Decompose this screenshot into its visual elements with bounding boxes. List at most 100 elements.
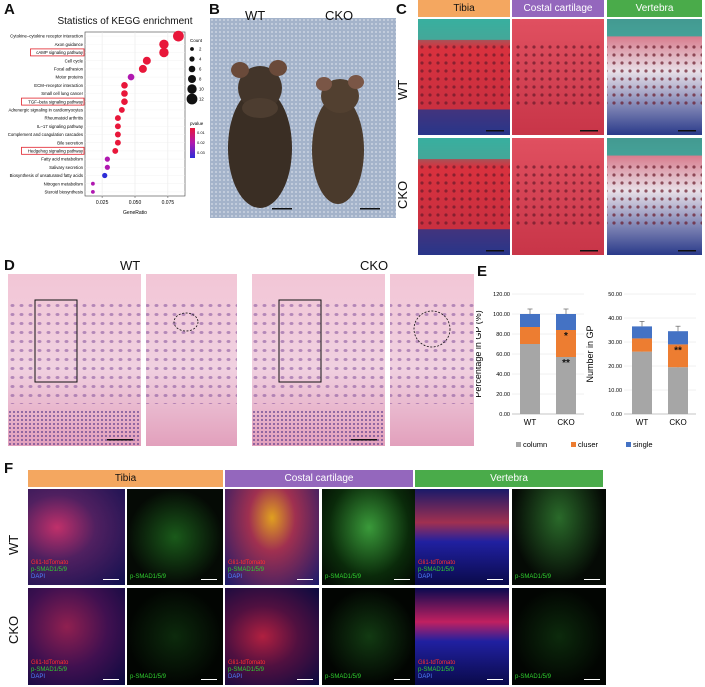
kegg-dot — [138, 64, 147, 73]
bar-segment — [520, 314, 540, 327]
bar-legend-swatch — [626, 442, 631, 447]
he-label-wt: WT — [120, 258, 141, 273]
panel-label-a: A — [4, 1, 15, 18]
kegg-dot — [121, 82, 128, 89]
kegg-dot — [112, 147, 119, 154]
bar-segment — [556, 330, 576, 357]
saf-o-cell-layer — [512, 42, 604, 106]
saf-o-cell-layer — [418, 42, 510, 106]
bar-segment — [556, 314, 576, 330]
kegg-legend-count-title: Count — [190, 38, 203, 43]
kegg-dot — [114, 131, 121, 138]
bar-segment — [520, 327, 540, 344]
he-scale-bar — [351, 439, 377, 441]
kegg-pathway-label: Small cell lung cancer — [41, 91, 83, 96]
kegg-p-legend-label: 0.01 — [197, 130, 206, 135]
if-channel-labels: p-SMAD1/5/9 — [130, 674, 166, 681]
kegg-dot — [118, 106, 125, 113]
if-merge-image: Gli1-tdTomato p-SMAD1/5/9 DAPI — [225, 588, 319, 685]
if-channel-label: p-SMAD1/5/9 — [130, 574, 167, 580]
saf-o-scale-bar — [486, 130, 504, 132]
saf-o-fast-green-layer — [418, 138, 510, 160]
kegg-dot — [104, 156, 110, 162]
saf-o-image-grid — [418, 19, 702, 255]
if-channel-label: p-SMAD1/5/9 — [325, 574, 362, 580]
if-merge-image: Gli1-tdTomato p-SMAD1/5/9 DAPI — [415, 489, 509, 585]
kegg-dot — [173, 30, 184, 42]
if-channel-label: p-SMAD1/5/9 — [418, 667, 455, 673]
if-channel-labels: p-SMAD1/5/9 — [130, 574, 166, 581]
he-cell-layer — [252, 304, 385, 404]
panel-label-e: E — [477, 263, 488, 280]
bar-ylabel: Number in GP — [585, 325, 595, 382]
kegg-pathway-label: TGF–beta signaling pathway — [28, 99, 84, 104]
saf-o-fast-green-layer — [607, 138, 702, 156]
if-scale-bar — [487, 678, 503, 680]
saf-o-scale-bar — [678, 250, 696, 252]
kegg-pathway-label: Nitrogen metabolism — [44, 181, 84, 186]
kegg-pathway-label: IL–17 signaling pathway — [37, 124, 84, 129]
row-label-f-wt: WT — [6, 534, 21, 556]
he-cell-outline — [413, 310, 451, 348]
bar-ytick-label: 20.00 — [496, 392, 510, 398]
bar-ytick-label: 80.00 — [496, 332, 510, 338]
kegg-dot — [102, 172, 108, 179]
panel-label-d: D — [4, 257, 15, 274]
panel-label-f: F — [4, 460, 14, 477]
kegg-pathway-label: Rheumatoid arthritis — [45, 116, 83, 121]
if-channel-labels: p-SMAD1/5/9 — [515, 574, 551, 581]
bar-legend-swatch — [571, 442, 576, 447]
row-label-f-cko: CKO — [6, 615, 21, 645]
if-scale-bar — [394, 578, 410, 580]
kegg-count-legend-label: 6 — [199, 67, 202, 72]
if-merge-image: Gli1-tdTomato p-SMAD1/5/9 DAPI — [28, 588, 125, 685]
kegg-pathway-label: Bile secretion — [57, 140, 83, 145]
if-channel-labels: Gli1-tdTomato p-SMAD1/5/9 DAPI — [418, 660, 455, 681]
kegg-highlight-box — [21, 146, 85, 155]
kegg-dot — [159, 39, 169, 49]
if-scale-bar — [394, 678, 410, 680]
if-scale-bar — [584, 678, 600, 680]
bar-segment — [556, 357, 576, 414]
kegg-legend-p-title: pvalue — [190, 121, 204, 126]
bar-ylabel: Percentage in GP (%) — [476, 310, 483, 397]
bar-segment — [632, 326, 652, 339]
bar-segment — [668, 344, 688, 368]
bar-segment — [668, 367, 688, 414]
kegg-dot — [90, 190, 95, 194]
kegg-dot — [104, 164, 110, 170]
if-merge-image: Gli1-tdTomato p-SMAD1/5/9 DAPI — [415, 588, 509, 685]
kegg-count-legend-dot — [190, 47, 194, 51]
bar-ytick-label: 60.00 — [496, 352, 510, 358]
if-green-channel-image: p-SMAD1/5/9 — [322, 588, 416, 685]
kegg-xlabel: GeneRatio — [123, 210, 147, 216]
mice-label-cko: CKO — [325, 8, 354, 23]
bar-legend-label: column — [523, 440, 547, 449]
he-cell-outline — [173, 312, 199, 332]
bar-ytick-label: 0.00 — [499, 412, 510, 418]
kegg-count-legend-label: 10 — [199, 87, 204, 92]
kegg-dot — [114, 123, 121, 130]
if-scale-bar — [487, 578, 503, 580]
kegg-xtick-label: 0.075 — [162, 200, 175, 206]
row-label-c-cko: CKO — [395, 180, 410, 210]
if-channel-label: p-SMAD1/5/9 — [130, 674, 167, 680]
header-c-costal: Costal cartilage — [512, 0, 604, 17]
if-channel-label: p-SMAD1/5/9 — [228, 667, 265, 673]
if-scale-bar — [201, 678, 217, 680]
if-channel-labels: p-SMAD1/5/9 — [515, 674, 551, 681]
if-scale-bar — [103, 678, 119, 680]
bar-ytick-label: 0.00 — [611, 412, 622, 418]
saf-o-scale-bar — [486, 250, 504, 252]
kegg-highlight-box — [21, 97, 85, 106]
kegg-highlight-box — [30, 48, 85, 57]
saf-o-scale-bar — [580, 250, 598, 252]
he-label-cko: CKO — [360, 258, 389, 273]
if-channel-label: p-SMAD1/5/9 — [31, 567, 68, 573]
kegg-count-legend-dot — [188, 75, 196, 83]
kegg-pathway-label: Complement and coagulation cascades — [8, 132, 83, 137]
he-zoom-box — [278, 299, 322, 383]
kegg-pathway-label: Biosynthesis of unsaturated fatty acids — [10, 173, 83, 178]
bar-significance: ** — [562, 358, 570, 369]
if-green-channel-image: p-SMAD1/5/9 — [127, 588, 223, 685]
